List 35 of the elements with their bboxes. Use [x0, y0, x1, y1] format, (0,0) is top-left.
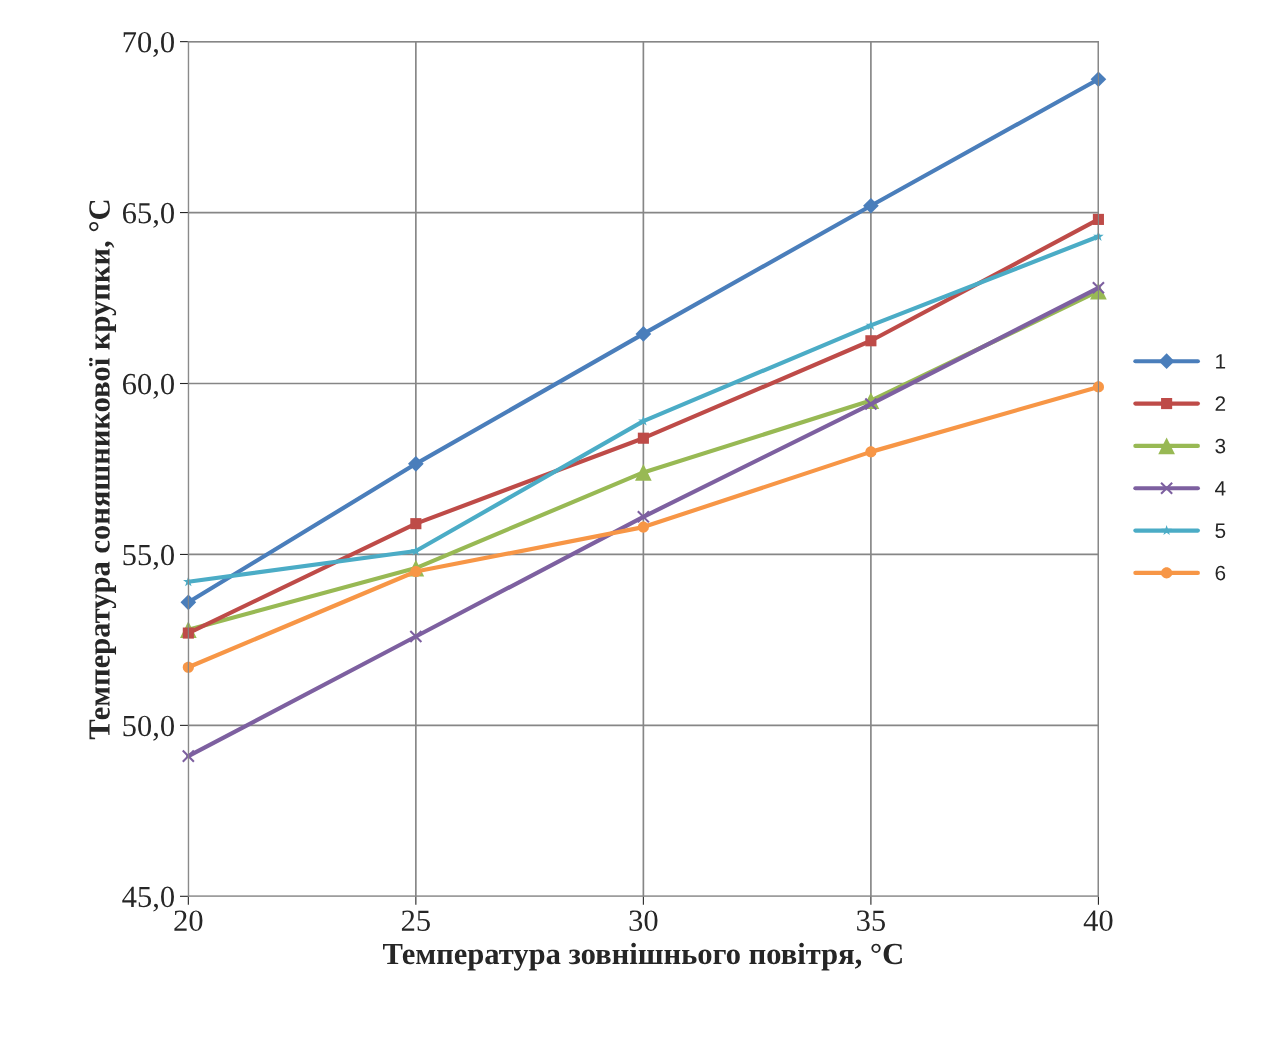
- point: [865, 446, 877, 458]
- point: [865, 335, 877, 347]
- point: [1090, 71, 1107, 88]
- legend-label: 6: [1215, 565, 1226, 581]
- legend-label: 1: [1216, 354, 1226, 369]
- point: [636, 510, 650, 524]
- x-tick-label: 20: [174, 910, 203, 931]
- y-tick-label: 45,0: [122, 886, 174, 912]
- legend-label: 2: [1215, 396, 1226, 411]
- point: [408, 455, 424, 472]
- legend-label: 3: [1215, 438, 1226, 454]
- point: [637, 432, 649, 444]
- x-tick-label: 35: [857, 910, 885, 931]
- point: [635, 326, 652, 342]
- point: [864, 397, 878, 411]
- x-tick-label: 40: [1083, 910, 1113, 931]
- x-tick-label: 25: [401, 910, 430, 931]
- point: [1091, 281, 1106, 295]
- y-tick-label: 70,0: [123, 31, 174, 57]
- y-tick-label: 50,0: [123, 715, 174, 741]
- x-axis-title: Температура зовнішнього повітря, °C: [383, 942, 902, 971]
- point: [863, 197, 879, 214]
- y-tick-label: 65,0: [122, 202, 174, 228]
- point: [409, 629, 423, 644]
- y-tick-label: 55,0: [123, 544, 174, 570]
- point: [637, 521, 649, 533]
- y-axis-title: Температура соняшникової крупки, °C: [89, 200, 117, 740]
- point: [635, 464, 652, 481]
- x-tick-label: 30: [629, 910, 658, 931]
- point: [410, 518, 422, 530]
- legend-label: 4: [1215, 481, 1226, 496]
- y-tick-label: 60,0: [122, 373, 174, 399]
- legend-label: 5: [1215, 523, 1226, 539]
- point: [410, 565, 422, 578]
- point: [181, 749, 195, 763]
